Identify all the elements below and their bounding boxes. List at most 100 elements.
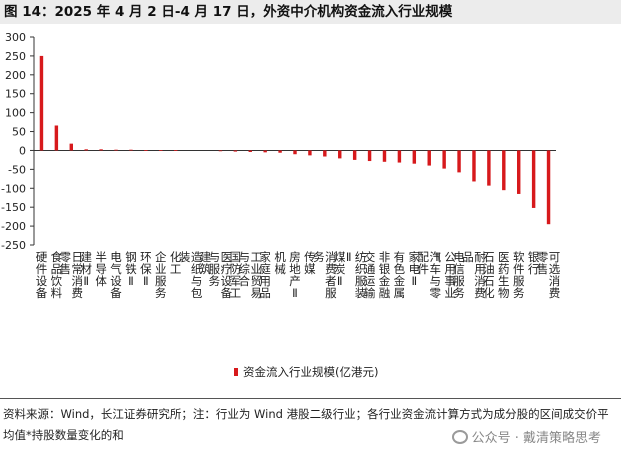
x-tick-label-char: 银 bbox=[528, 250, 540, 264]
x-tick-label-char: 非 bbox=[379, 250, 391, 264]
x-tick-label-char: 有 bbox=[394, 250, 406, 264]
x-tick-label-char: 件 bbox=[417, 262, 429, 276]
x-tick-label-char: 用 bbox=[444, 262, 456, 276]
x-tick-label-char: 钢 bbox=[125, 250, 137, 264]
x-tick-label-char: 配 bbox=[417, 250, 429, 264]
x-tick-label-char: 企 bbox=[155, 250, 167, 264]
x-tick-label-char: 零 bbox=[429, 286, 441, 300]
y-tick-label: 50 bbox=[12, 126, 26, 139]
bar bbox=[516, 150, 521, 194]
x-tick-label-char: 者 bbox=[325, 274, 337, 288]
x-tick-label-char: 设 bbox=[110, 274, 122, 288]
bar bbox=[308, 150, 312, 156]
x-tick-label-char: 务 bbox=[313, 250, 325, 264]
x-tick-label-char: 石 bbox=[483, 274, 495, 288]
y-tick-label: -50 bbox=[8, 163, 26, 176]
bar bbox=[397, 150, 402, 163]
y-tick-label: -100 bbox=[1, 182, 26, 195]
bar bbox=[84, 149, 88, 151]
x-tick-label-char: 服 bbox=[513, 274, 525, 288]
bar bbox=[502, 150, 506, 191]
x-tick-label-char: 费 bbox=[325, 262, 337, 276]
bar bbox=[546, 150, 551, 225]
x-tick-label-char: 业 bbox=[444, 286, 456, 300]
x-tick-label-char: 防 bbox=[230, 262, 242, 276]
x-tick-label-char: 装 bbox=[179, 250, 191, 264]
x-tick-label-char: 保 bbox=[140, 262, 152, 276]
x-tick-label-char: 织 bbox=[355, 262, 367, 276]
x-tick-label-char: 服 bbox=[155, 274, 167, 288]
x-tick-label-char: 零 bbox=[60, 250, 72, 264]
x-tick-label-char: 体 bbox=[95, 274, 107, 288]
x-tick-label-char: 筑 bbox=[200, 262, 212, 276]
x-tick-label-char: 医 bbox=[221, 250, 233, 264]
x-tick-label-char: 食 bbox=[51, 250, 63, 264]
source-note: 资料来源：Wind，长江证券研究所；注：行业为 Wind 港股二级行业；各行业资… bbox=[0, 398, 621, 456]
x-tick-label-char: 色 bbox=[394, 262, 406, 276]
bar bbox=[233, 150, 238, 152]
x-tick-label-char: 纺 bbox=[355, 250, 367, 264]
bar bbox=[114, 149, 118, 151]
x-tick-label-char: 工 bbox=[251, 250, 263, 264]
x-tick-label-char: 建 bbox=[200, 250, 212, 264]
x-tick-label-char: 费 bbox=[72, 286, 84, 300]
x-tick-label-char: 生 bbox=[498, 274, 510, 288]
x-tick-label-char: 家 bbox=[259, 250, 271, 264]
x-tick-label-char: 服 bbox=[209, 262, 221, 276]
x-tick-label-char: 与 bbox=[239, 250, 251, 264]
x-tick-label: 化工 bbox=[170, 250, 182, 276]
bar bbox=[218, 150, 223, 152]
x-tick-label-char: 消 bbox=[72, 274, 84, 288]
x-tick-label-char: 饮 bbox=[51, 274, 63, 288]
bar bbox=[144, 150, 148, 151]
x-tick-label-char: 售 bbox=[537, 262, 549, 276]
x-tick-label-char: 纸 bbox=[191, 262, 203, 276]
x-tick-label-char: Ⅱ bbox=[128, 274, 134, 288]
bar bbox=[412, 150, 417, 164]
y-tick-label: 150 bbox=[5, 88, 26, 101]
x-tick-label-char: 可 bbox=[549, 250, 561, 264]
x-tick-label-char: Ⅱ bbox=[411, 274, 417, 288]
x-tick-label-char: Ⅱ bbox=[346, 250, 352, 264]
x-tick-label-char: 硬 bbox=[36, 250, 48, 264]
x-tick-label-char: 务 bbox=[155, 286, 167, 300]
x-tick-label-char: 银 bbox=[379, 262, 391, 276]
x-tick-label-char: 疗 bbox=[221, 262, 233, 276]
x-tick-label-char: 房 bbox=[289, 250, 301, 264]
x-tick-label-char: 煤 bbox=[334, 250, 346, 264]
bar bbox=[69, 143, 74, 151]
x-tick-label-char: 械 bbox=[274, 262, 286, 276]
x-tick-label-char: 选 bbox=[549, 262, 561, 276]
y-tick-label: 200 bbox=[5, 69, 26, 82]
x-tick-label-char: 媒 bbox=[304, 262, 316, 276]
x-tick-label-char: 备 bbox=[110, 286, 122, 300]
bar bbox=[159, 150, 163, 151]
x-tick-label-char: 行 bbox=[528, 262, 540, 276]
x-tick-label-char: 料 bbox=[51, 286, 63, 300]
x-tick-label-char: 消 bbox=[325, 250, 337, 264]
bar bbox=[427, 150, 431, 166]
y-tick-label: -200 bbox=[1, 220, 26, 233]
wechat-icon bbox=[451, 429, 468, 444]
x-tick-label-char: 化 bbox=[170, 250, 182, 264]
x-tick-label-char: 汽 bbox=[429, 250, 441, 264]
bar bbox=[352, 150, 357, 160]
x-tick-label-char: 材 bbox=[80, 262, 92, 276]
x-tick-label-char: 设 bbox=[221, 274, 233, 288]
x-tick-label-char: 公 bbox=[444, 250, 456, 264]
x-tick-label-char: Ⅱ bbox=[143, 274, 149, 288]
x-tick-label-char: 件 bbox=[513, 262, 525, 276]
